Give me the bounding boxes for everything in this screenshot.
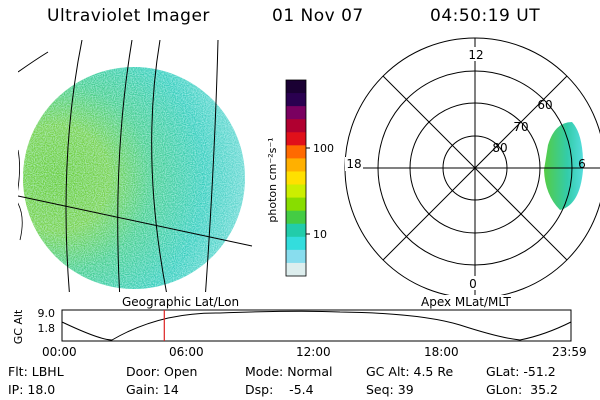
colorbar-tick-100: 100 bbox=[313, 142, 334, 155]
image-time: 04:50:19 UT bbox=[430, 6, 541, 26]
mlat-label-70: 70 bbox=[513, 120, 528, 134]
info-seq: Seq: 39 bbox=[366, 382, 414, 397]
geographic-panel-label: Geographic Lat/Lon bbox=[120, 295, 242, 309]
info-gain: Gain: 14 bbox=[126, 382, 179, 397]
info-door: Door: Open bbox=[126, 364, 198, 379]
info-ip: IP: 18.0 bbox=[8, 382, 56, 397]
orbit-altitude-curve bbox=[61, 310, 572, 341]
colorbar-swatch bbox=[286, 184, 306, 199]
colorbar-swatch bbox=[286, 80, 306, 94]
info-mode: Mode: Normal bbox=[245, 364, 333, 379]
altitude-frame bbox=[61, 309, 572, 342]
auroral-oval-image bbox=[544, 122, 584, 210]
colorbar-swatch bbox=[286, 93, 306, 107]
colorbar-swatch bbox=[286, 249, 306, 264]
polar-plot: 12 18 6 0 60 70 80 bbox=[344, 37, 600, 299]
altitude-ymax: 9.0 bbox=[38, 307, 56, 320]
polar-panel-label: Apex MLat/MLT bbox=[419, 295, 513, 309]
colorbar-swatch bbox=[286, 158, 306, 172]
colorbar-swatch bbox=[286, 145, 306, 159]
mlt-label-18: 18 bbox=[346, 157, 361, 171]
colorbar-swatch bbox=[286, 223, 306, 238]
lat-lon-grid bbox=[18, 40, 253, 292]
colorbar-swatch bbox=[286, 210, 306, 225]
info-glon: GLon: 35.2 bbox=[486, 382, 558, 397]
colorbar: 100 10 photon cm⁻²s⁻¹ bbox=[266, 79, 334, 277]
info-filter: Flt: LBHL bbox=[8, 364, 64, 379]
altitude-ymin: 1.8 bbox=[38, 322, 56, 335]
instrument-title: Ultraviolet Imager bbox=[47, 6, 210, 26]
polar-grid bbox=[344, 37, 600, 299]
colorbar-swatch bbox=[286, 132, 306, 146]
info-glat: GLat: -51.2 bbox=[486, 364, 556, 379]
time-tick-0000: 00:00 bbox=[42, 345, 77, 359]
time-tick-2359: 23:59 bbox=[552, 345, 587, 359]
time-tick-0600: 06:00 bbox=[169, 345, 204, 359]
info-gc-alt: GC Alt: 4.5 Re bbox=[366, 364, 454, 379]
mlat-label-60: 60 bbox=[537, 98, 552, 112]
mlt-label-12: 12 bbox=[468, 48, 483, 62]
colorbar-swatch bbox=[286, 119, 306, 133]
altitude-ylabel: GC Alt bbox=[12, 309, 25, 344]
info-dsp: Dsp: -5.4 bbox=[245, 382, 314, 397]
colorbar-tick-10: 10 bbox=[313, 228, 327, 241]
image-date: 01 Nov 07 bbox=[272, 6, 364, 26]
colorbar-swatch bbox=[286, 106, 306, 120]
colorbar-swatch bbox=[286, 262, 306, 277]
colorbar-unit-label: photon cm⁻²s⁻¹ bbox=[266, 137, 279, 222]
colorbar-swatch bbox=[286, 236, 306, 251]
coastline bbox=[18, 149, 23, 241]
mlt-label-6: 6 bbox=[578, 157, 586, 171]
time-tick-1800: 18:00 bbox=[424, 345, 459, 359]
mlt-label-0: 0 bbox=[469, 277, 477, 291]
colorbar-swatch bbox=[286, 171, 306, 186]
colorbar-swatch bbox=[286, 197, 306, 212]
geographic-image-panel bbox=[18, 40, 253, 292]
altitude-strip: 9.0 1.8 GC Alt bbox=[12, 307, 572, 344]
time-tick-1200: 12:00 bbox=[296, 345, 331, 359]
mlat-label-80: 80 bbox=[492, 141, 507, 155]
